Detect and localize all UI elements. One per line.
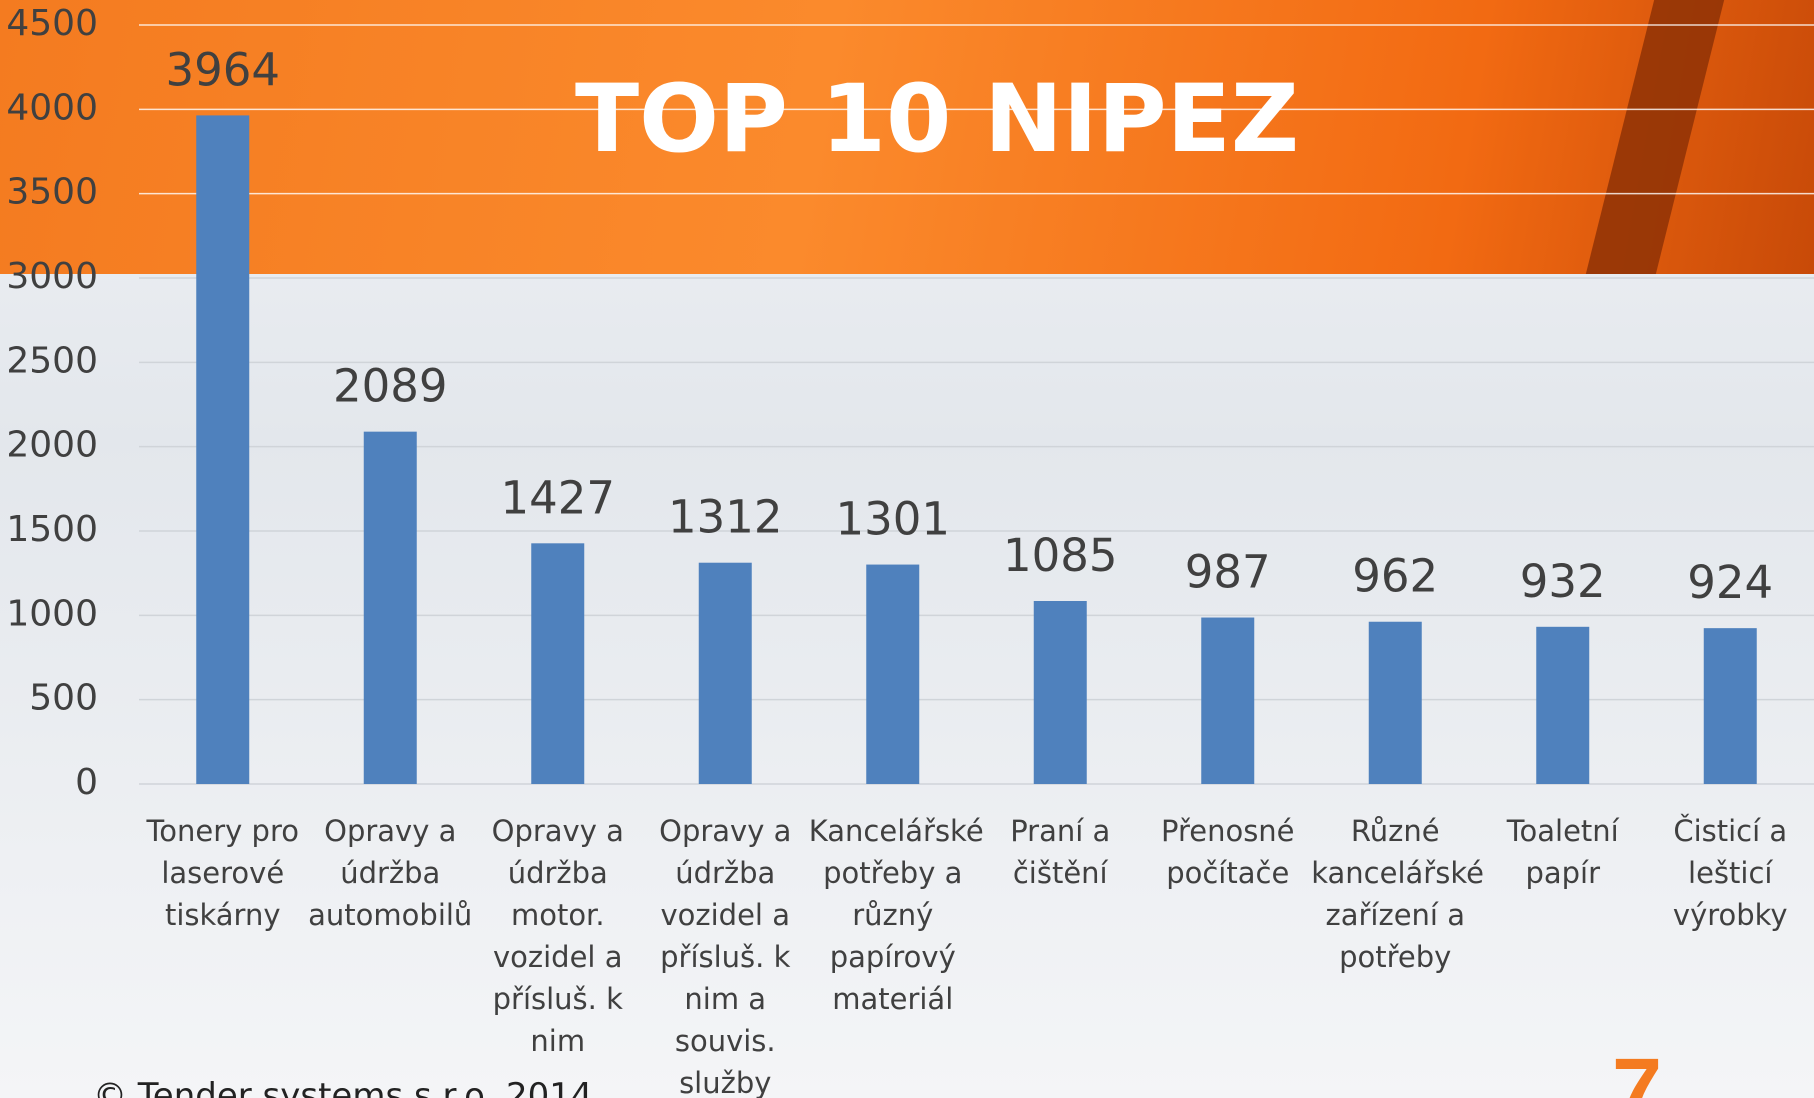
x-tick-label: Čisticí a lešticí výrobky	[1672, 814, 1788, 932]
x-tick-label: Tonery pro laserové tiskárny	[146, 814, 300, 932]
bar	[196, 115, 250, 784]
x-tick-label: Opravy a údržba automobilů	[308, 814, 473, 932]
bar	[531, 543, 585, 784]
value-label: 987	[1185, 546, 1271, 599]
x-tick-label: Přenosné počítače	[1160, 814, 1295, 890]
value-label: 924	[1687, 556, 1773, 609]
value-label: 1085	[1003, 529, 1118, 582]
x-tick-label: Různé kancelářské zařízení a potřeby	[1311, 814, 1484, 974]
bar	[866, 564, 920, 784]
value-label: 2089	[333, 360, 448, 413]
y-tick-label: 3500	[6, 172, 98, 213]
bar	[698, 562, 752, 784]
y-tick-label: 1000	[6, 593, 98, 634]
y-tick-label: 1500	[6, 509, 98, 550]
value-label: 3964	[165, 43, 280, 96]
bar	[1703, 628, 1757, 784]
y-tick-label: 4000	[6, 87, 98, 128]
value-label: 1312	[668, 491, 783, 544]
bar	[1201, 617, 1255, 784]
bar	[1368, 621, 1422, 784]
bar	[363, 431, 417, 784]
bar	[1536, 626, 1590, 784]
bar	[1033, 600, 1087, 784]
chart-title: TOP 10 NIPEZ	[575, 65, 1299, 174]
value-label: 1427	[500, 471, 615, 524]
value-label: 932	[1520, 555, 1606, 608]
page-number: 7	[1612, 1041, 1663, 1098]
y-tick-label: 4500	[6, 3, 98, 44]
y-tick-label: 500	[29, 678, 98, 719]
y-tick-label: 0	[75, 762, 98, 803]
x-tick-label: Praní a čištění	[1010, 814, 1111, 890]
y-tick-label: 2000	[6, 425, 98, 466]
x-tick-label: Opravy a údržba vozidel a přísluš. k nim…	[659, 814, 792, 1098]
x-tick-label: Toaletní papír	[1506, 814, 1619, 890]
y-tick-label: 3000	[6, 256, 98, 297]
banner	[0, 0, 1814, 274]
value-label: 1301	[835, 493, 950, 546]
x-tick-label: Kancelářské potřeby a různý papírový mat…	[808, 814, 984, 1016]
y-tick-label: 2500	[6, 340, 98, 381]
value-label: 962	[1352, 550, 1438, 603]
x-tick-label: Opravy a údržba motor. vozidel a přísluš…	[491, 814, 624, 1058]
footer: © Tender systems s.r.o. 2014	[93, 1076, 593, 1098]
